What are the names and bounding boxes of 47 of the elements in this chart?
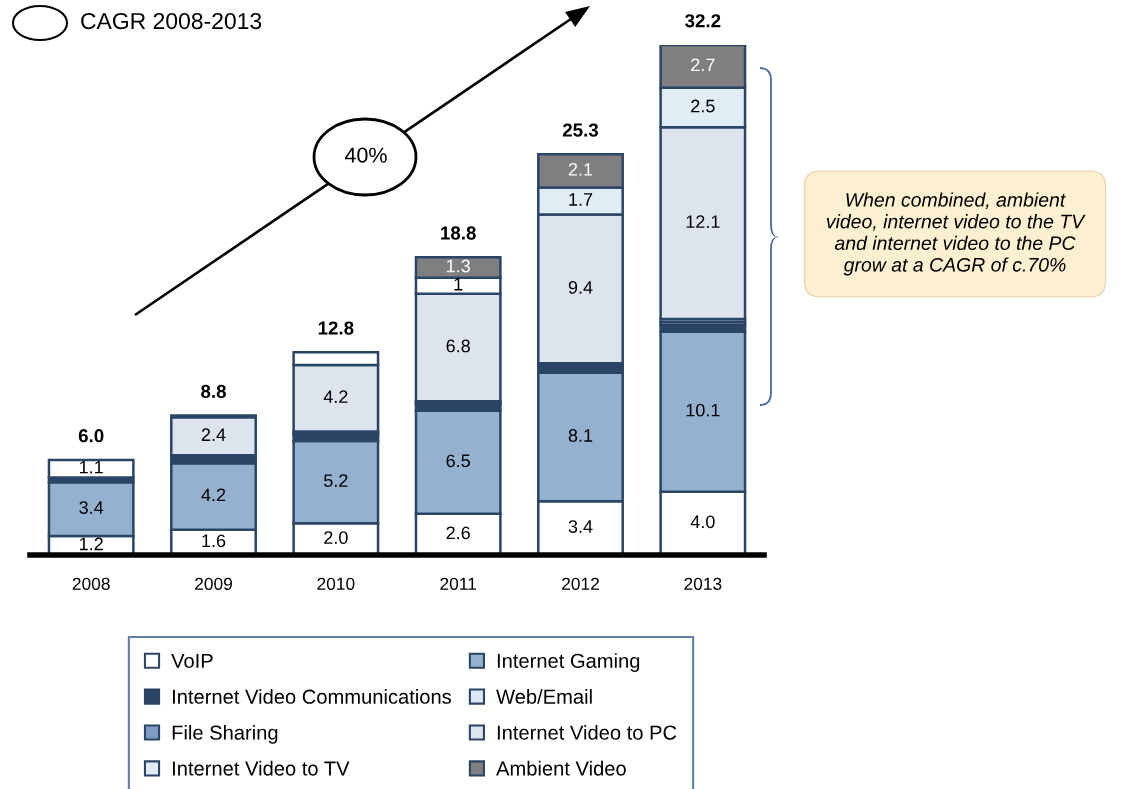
total-label: 18.8 — [441, 226, 476, 240]
legend-label: VoIP — [171, 653, 213, 668]
data-label: 2.6 — [446, 526, 470, 540]
data-label: 1.7 — [569, 193, 593, 206]
data-label: 9.4 — [568, 280, 593, 294]
data-label: 3.4 — [568, 520, 593, 533]
x-tick-label: 2008 — [72, 577, 110, 590]
data-label: 4.0 — [690, 515, 715, 529]
data-label: 2.1 — [568, 162, 593, 176]
text: CAGR 2008-2013 — [81, 12, 262, 30]
annotation: 40% — [344, 147, 387, 163]
total-label: 12.8 — [318, 321, 354, 335]
total-label: 6.0 — [78, 429, 104, 443]
legend-label: File Sharing — [172, 724, 278, 744]
data-label: 4.2 — [201, 488, 226, 502]
data-label: 4.2 — [323, 390, 348, 403]
legend-label: Ambient Video — [496, 760, 626, 776]
data-label: 6.8 — [446, 339, 470, 353]
data-label: 2.7 — [691, 58, 715, 72]
data-label: 2.0 — [324, 531, 348, 545]
legend-label: Internet Video to PC — [497, 724, 677, 740]
data-label: 6.5 — [446, 454, 470, 468]
data-label: 5.2 — [324, 474, 348, 487]
legend-label: Internet Gaming — [497, 653, 640, 672]
legend-label: Internet Video Communications — [173, 689, 452, 704]
x-tick-label: 2012 — [562, 577, 599, 590]
x-tick-label: 2009 — [195, 577, 232, 590]
data-label: 1 — [454, 277, 463, 291]
legend-label: Internet Video to TV — [173, 760, 350, 776]
total-label: 32.2 — [685, 14, 721, 28]
data-label: 12.1 — [686, 215, 720, 228]
data-label: 1.6 — [202, 534, 226, 548]
data-label: 1.1 — [79, 460, 103, 474]
legend-label: Web/Email — [496, 689, 592, 704]
x-tick-label: 2013 — [684, 577, 722, 590]
x-tick-label: 2011 — [440, 577, 476, 590]
total-label: 25.3 — [562, 123, 599, 137]
data-label: 2.5 — [691, 99, 715, 113]
data-label: 2.4 — [201, 428, 226, 441]
text: When combined, ambient video, internet video to the TV and internet video to the PC grow at a CAGR of c.70% — [826, 192, 1086, 276]
data-label: 8.1 — [568, 429, 593, 442]
data-label: 1.2 — [79, 537, 103, 551]
total-label: 8.8 — [201, 384, 226, 399]
data-label: 1.3 — [446, 259, 470, 273]
data-label: 10.1 — [686, 403, 720, 417]
x-tick-label: 2010 — [317, 577, 355, 590]
data-label: 3.4 — [79, 501, 104, 514]
